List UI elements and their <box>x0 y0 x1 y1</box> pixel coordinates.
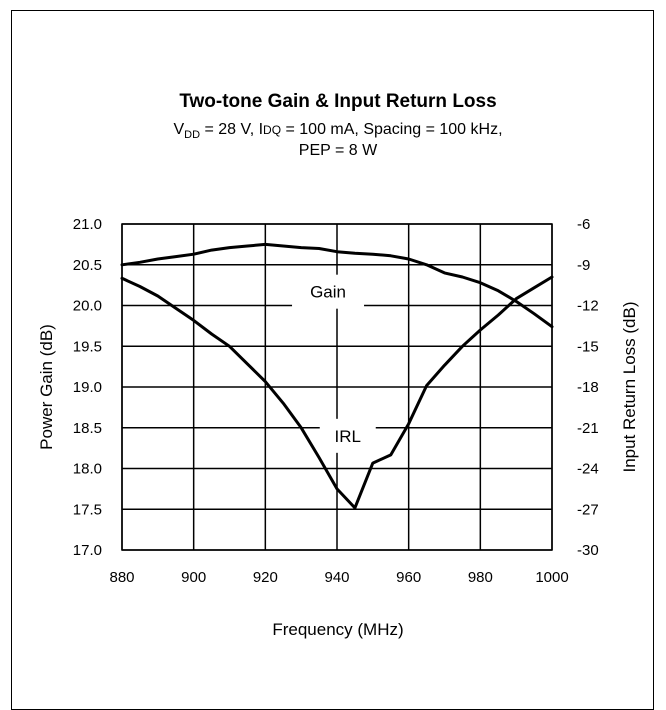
x-tick-label-3: 940 <box>324 569 349 586</box>
gain-label-bg <box>292 274 365 309</box>
x-tick-label-6: 1000 <box>535 569 568 586</box>
x-tick-label-5: 980 <box>468 569 493 586</box>
y-tick-right-label-4: -18 <box>577 379 599 396</box>
y-tick-right-label-5: -15 <box>577 338 599 355</box>
tick-labels: 880 900 920 940 960 980 1000 17.0 17.5 18.0 18.5 19… <box>73 216 599 586</box>
x-tick-label-4: 960 <box>396 569 421 586</box>
chart-title-group: Two-tone Gain & Input Return Loss VDD = … <box>173 91 502 159</box>
annotations: Gain IRL <box>292 274 376 453</box>
y-tick-right-label-3: -21 <box>577 420 599 437</box>
series-lines <box>120 242 554 510</box>
plot-border <box>121 223 553 551</box>
y-tick-left-label-2: 18.0 <box>73 461 102 478</box>
y-tick-left-label-5: 19.5 <box>73 338 102 355</box>
x-tick-label-0: 880 <box>109 569 134 586</box>
y-tick-right-label-0: -30 <box>577 542 599 559</box>
x-tick-label-1: 900 <box>181 569 206 586</box>
series-line-irl <box>120 275 554 510</box>
y-tick-left-label-1: 17.5 <box>73 501 102 518</box>
y-tick-left-label-6: 20.0 <box>73 298 102 315</box>
x-tick-label-2: 920 <box>253 569 278 586</box>
chart-subtitle-line2: PEP = 8 W <box>299 142 378 159</box>
x-axis-title: Frequency (MHz) <box>272 620 403 639</box>
y-tick-left-label-8: 21.0 <box>73 216 102 233</box>
y-tick-left-label-3: 18.5 <box>73 420 102 437</box>
y-tick-left-label-4: 19.0 <box>73 379 102 396</box>
series-line-gain <box>120 242 554 329</box>
chart-svg: Two-tone Gain & Input Return Loss VDD = … <box>37 91 639 639</box>
gain-label: Gain <box>310 283 346 302</box>
irl-label: IRL <box>335 427 361 446</box>
y-tick-right-label-1: -27 <box>577 501 599 518</box>
irl-label-bg <box>319 418 376 453</box>
y-tick-right-label-6: -12 <box>577 298 599 315</box>
y-tick-right-label-2: -24 <box>577 461 599 478</box>
chart-subtitle-line1: VDD = 28 V, IDQ = 100 mA, Spacing = 100 … <box>173 121 502 141</box>
y-tick-right-label-8: -6 <box>577 216 590 233</box>
y-tick-left-label-7: 20.5 <box>73 257 102 274</box>
y-axis-left-title: Power Gain (dB) <box>37 324 56 450</box>
y-axis-right-title: Input Return Loss (dB) <box>620 301 639 472</box>
y-tick-right-label-7: -9 <box>577 257 590 274</box>
chart-title: Two-tone Gain & Input Return Loss <box>179 91 496 112</box>
y-tick-left-label-0: 17.0 <box>73 542 102 559</box>
